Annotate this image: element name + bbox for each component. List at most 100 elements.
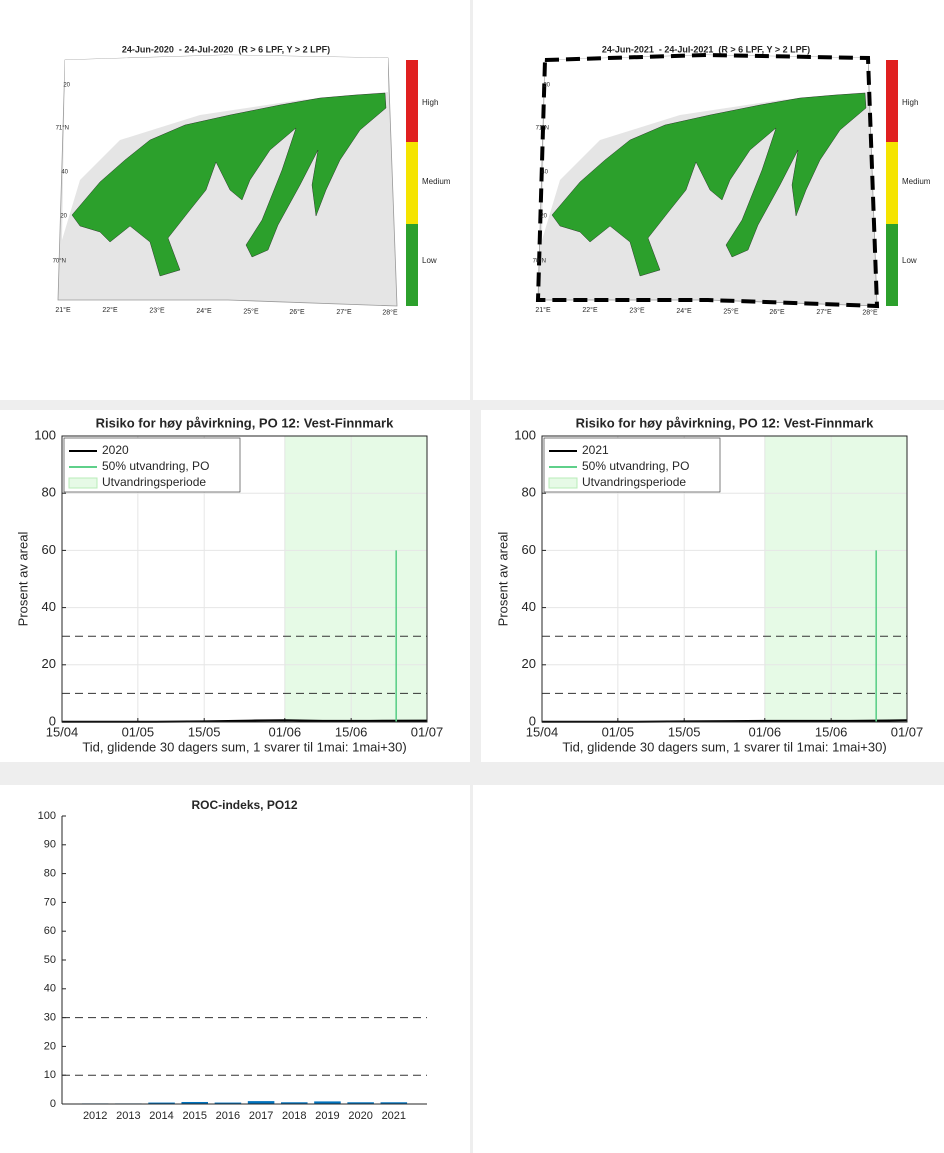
legend-swatch: [548, 477, 578, 489]
y-tick-label: 100: [38, 810, 56, 822]
y-tick-label: 100: [514, 427, 536, 442]
map-title: 24-Jun-2020 - 24-Jul-2020 (R > 6 LPF, Y …: [122, 44, 330, 54]
colorbar-segment: [886, 224, 898, 306]
lon-label: 25°E: [243, 307, 259, 315]
map-title: 24-Jun-2021 - 24-Jul-2021 (R > 6 LPF, Y …: [602, 44, 810, 54]
colorbar-segment: [406, 224, 418, 306]
y-tick-label: 0: [49, 713, 56, 728]
x-tick-label: 2017: [249, 1110, 273, 1122]
lat-label: 20: [540, 214, 547, 220]
lat-label: 70°N: [533, 259, 546, 265]
lon-label: 26°E: [769, 308, 785, 316]
panel: [473, 785, 944, 1153]
x-tick-label: 01/07: [411, 724, 444, 739]
y-tick-label: 60: [42, 542, 56, 557]
y-tick-label: 40: [522, 599, 536, 614]
y-axis-label: Prosent av areal: [15, 532, 30, 627]
x-tick-label: 15/05: [188, 724, 221, 739]
x-tick-label: 2014: [149, 1110, 173, 1122]
x-tick-label: 01/05: [602, 724, 635, 739]
y-tick-label: 0: [529, 713, 536, 728]
bar: [181, 1101, 208, 1104]
lat-label: 71°N: [536, 126, 549, 132]
lon-label: 21°E: [535, 306, 551, 314]
x-tick-label: 01/06: [269, 724, 302, 739]
legend-label: 2021: [582, 443, 609, 457]
bar: [214, 1102, 242, 1104]
axes-box: [61, 435, 428, 723]
lon-label: 23°E: [149, 307, 165, 315]
lat-label: 71°N: [56, 126, 69, 132]
x-tick-label: 2019: [315, 1110, 339, 1122]
y-tick-label: 20: [522, 656, 536, 671]
panel: [0, 785, 470, 1153]
y-tick-label: 30: [44, 1012, 56, 1024]
bar: [148, 1102, 175, 1104]
legend-label: 2020: [102, 443, 129, 457]
map-risk-area: [551, 92, 867, 277]
colorbar-segment: [406, 60, 418, 142]
x-tick-label: 2012: [83, 1110, 107, 1122]
x-tick-label: 15/04: [526, 724, 559, 739]
colorbar-segment: [886, 142, 898, 224]
bar: [347, 1102, 374, 1104]
lon-label: 27°E: [336, 308, 352, 316]
y-tick-label: 100: [34, 427, 56, 442]
y-tick-label: 80: [44, 868, 56, 880]
legend-label: Utvandringsperiode: [582, 475, 686, 489]
colorbar-label: Medium: [902, 177, 931, 186]
lon-label: 26°E: [289, 308, 305, 316]
axes-box: [541, 435, 908, 723]
y-tick-label: 20: [42, 656, 56, 671]
chart-title: Risiko for høy påvirkning, PO 12: Vest-F…: [96, 415, 394, 430]
lon-label: 22°E: [582, 306, 598, 314]
y-tick-label: 60: [522, 542, 536, 557]
colorbar-segment: [406, 142, 418, 224]
lat-label: 20: [63, 83, 70, 89]
y-tick-label: 20: [44, 1040, 56, 1052]
bar: [247, 1101, 275, 1104]
x-tick-label: 15/05: [668, 724, 701, 739]
lon-label: 22°E: [102, 306, 118, 314]
shaded-period: [284, 435, 428, 723]
x-tick-label: 2013: [116, 1110, 140, 1122]
lon-label: 28°E: [862, 309, 878, 317]
bar: [380, 1102, 408, 1104]
y-tick-label: 40: [42, 599, 56, 614]
lon-label: 25°E: [723, 307, 739, 315]
y-tick-label: 10: [44, 1069, 56, 1081]
y-tick-label: 40: [44, 983, 56, 995]
map-border: [535, 52, 880, 309]
legend-label: 50% utvandring, PO: [102, 459, 209, 473]
lon-label: 21°E: [55, 306, 71, 314]
x-tick-label: 01/07: [891, 724, 924, 739]
y-tick-label: 0: [50, 1098, 56, 1110]
legend-label: 50% utvandring, PO: [582, 459, 689, 473]
colorbar-segment: [886, 60, 898, 142]
x-axis-label: Tid, glidende 30 dagers sum, 1 svarer ti…: [82, 739, 406, 754]
x-tick-label: 2015: [182, 1110, 206, 1122]
x-tick-label: 15/04: [46, 724, 79, 739]
y-tick-label: 80: [522, 485, 536, 500]
lat-label: 40: [61, 170, 68, 176]
lon-label: 27°E: [816, 308, 832, 316]
x-tick-label: 2018: [282, 1110, 306, 1122]
map-risk-area: [71, 92, 387, 277]
lon-label: 23°E: [629, 307, 645, 315]
y-tick-label: 60: [44, 925, 56, 937]
x-axis-label: Tid, glidende 30 dagers sum, 1 svarer ti…: [562, 739, 886, 754]
lat-label: 70°N: [53, 259, 66, 265]
colorbar-label: High: [422, 98, 438, 107]
legend-label: Utvandringsperiode: [102, 475, 206, 489]
lon-label: 28°E: [382, 309, 398, 317]
chart-title: Risiko for høy påvirkning, PO 12: Vest-F…: [576, 415, 874, 430]
x-tick-label: 2021: [382, 1110, 406, 1122]
colorbar-label: Low: [422, 256, 437, 265]
lon-label: 24°E: [676, 307, 692, 315]
y-axis-label: Prosent av areal: [495, 532, 510, 627]
legend-swatch: [68, 477, 98, 489]
colorbar-label: Medium: [422, 177, 451, 186]
x-tick-label: 2020: [348, 1110, 372, 1122]
x-tick-label: 2016: [216, 1110, 240, 1122]
